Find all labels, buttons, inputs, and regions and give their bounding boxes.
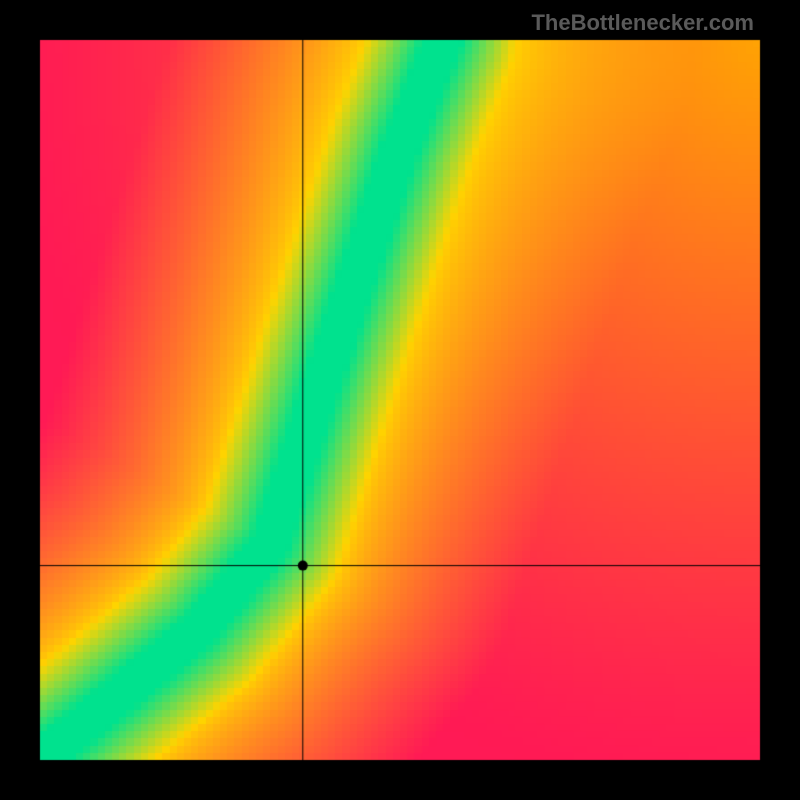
watermark-text: TheBottlenecker.com	[531, 10, 754, 36]
chart-container: { "canvas": { "width": 800, "height": 80…	[0, 0, 800, 800]
heatmap-canvas	[0, 0, 800, 800]
